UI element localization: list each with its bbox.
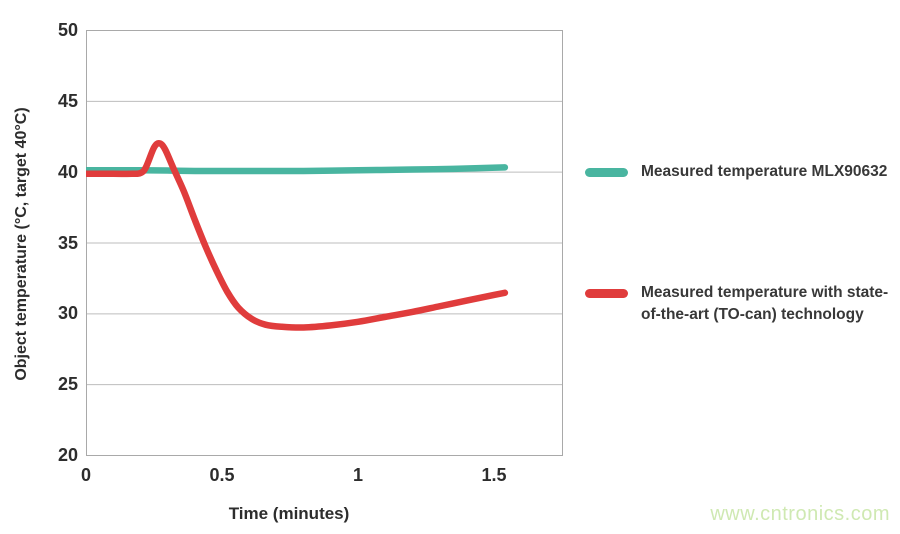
- y-tick-label: 35: [57, 232, 78, 253]
- series-line-1: [86, 140, 509, 331]
- legend-swatch-red: [585, 289, 628, 298]
- y-axis-title: Object temperature (°C, target 40°C): [13, 107, 30, 381]
- legend-label-mlx90632: Measured temperature MLX90632: [641, 163, 888, 180]
- y-tick-label: 30: [57, 303, 78, 324]
- x-tick-label: 0: [80, 465, 91, 485]
- plot-area: [86, 30, 563, 456]
- series-line-0: [86, 164, 509, 175]
- y-tick-label: 45: [57, 90, 78, 111]
- x-axis-title: Time (minutes): [228, 504, 350, 523]
- y-tick-label: 50: [57, 20, 78, 40]
- y-tick-label: 20: [57, 445, 78, 465]
- y-tick-label: 25: [57, 374, 78, 395]
- legend-swatch-teal: [585, 168, 628, 177]
- legend-entry-mlx90632: Measured temperature MLX90632: [585, 161, 891, 183]
- plot-border: [86, 30, 563, 456]
- x-tick-label: 1.5: [481, 465, 507, 485]
- legend-entry-to-can: Measured temperature with state-of-the-a…: [585, 282, 891, 326]
- y-tick-label: 40: [57, 161, 78, 182]
- x-tick-label: 1: [352, 465, 363, 485]
- watermark-text: www.cntronics.com: [710, 503, 890, 525]
- x-tick-label: 0.5: [209, 465, 235, 485]
- legend-label-to-can: Measured temperature with state-of-the-a…: [641, 284, 889, 323]
